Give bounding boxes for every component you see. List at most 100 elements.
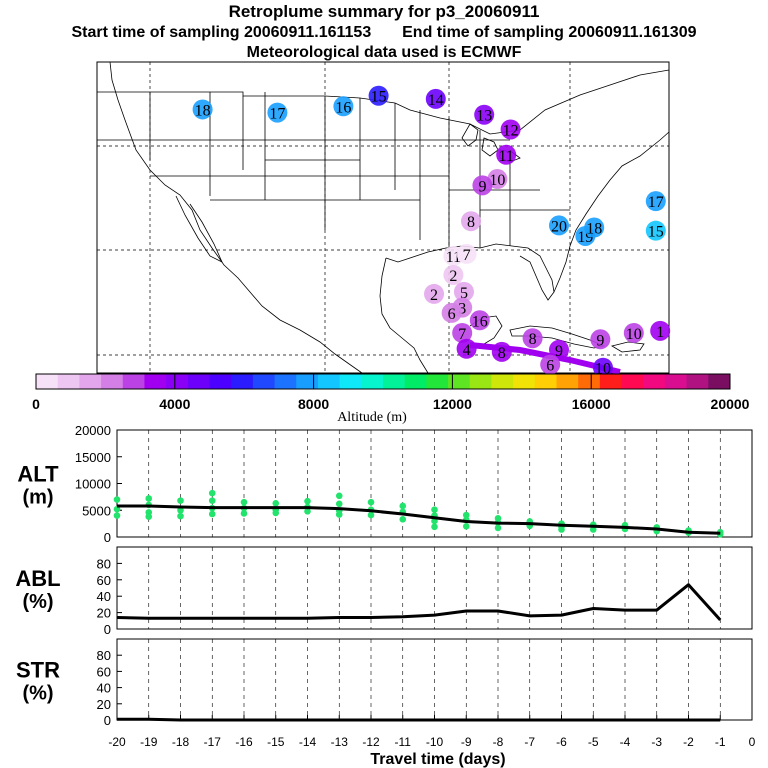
colorbar-cell — [36, 374, 59, 389]
x-tick-label: -3 — [651, 735, 662, 749]
plume-label-number: 11 — [498, 148, 513, 165]
altitude-point — [208, 497, 216, 504]
plume-label: 13 — [474, 104, 495, 125]
plume-label: 2 — [443, 264, 464, 285]
plume-label-number: 3 — [458, 301, 466, 318]
plume-label: 10 — [487, 169, 508, 190]
x-tick-label: -7 — [524, 735, 535, 749]
plume-label-number: 7 — [458, 326, 466, 343]
plume-label-number: 9 — [596, 332, 604, 349]
x-tick-label: -11 — [395, 735, 412, 749]
plume-label-number: 16 — [335, 99, 351, 116]
altitude-point — [177, 506, 184, 514]
altitude-point — [462, 511, 470, 519]
plume-label: 17 — [267, 102, 288, 123]
plume-label: 1 — [650, 320, 671, 341]
colorbar-cell — [231, 374, 254, 389]
met-data-label: Meteorological data used is ECMWF — [246, 44, 522, 61]
altitude-point — [431, 523, 438, 531]
chart-title: Retroplume summary for p3_20060911 — [228, 2, 540, 21]
colorbar-cell — [166, 374, 189, 389]
colorbar-ticks: 0 4000 8000 12000 16000 20000 — [32, 374, 750, 412]
plume-marker — [469, 310, 490, 331]
plume-label-number: 2 — [430, 287, 438, 304]
plume-label: 9 — [549, 339, 569, 360]
plume-label: 18 — [192, 99, 213, 120]
plume-marker — [461, 211, 481, 232]
y-tick-label: 0 — [104, 622, 111, 637]
altitude-point — [145, 513, 153, 520]
plume-label: 9 — [472, 175, 493, 196]
plume-marker — [522, 328, 543, 349]
plume-label-number: 13 — [476, 108, 492, 125]
y-tick-label: 20000 — [75, 423, 111, 438]
x-tick-label: 0 — [749, 735, 756, 749]
colorbar-tick-label: 0 — [32, 396, 40, 412]
altitude-point — [208, 510, 216, 518]
plume-label: 8 — [461, 211, 481, 232]
plume-label-number: 1 — [656, 324, 664, 341]
plume-label: 7 — [452, 322, 473, 343]
y-tick-label: 20 — [97, 606, 111, 621]
series-line — [117, 717, 721, 722]
plume-label: 5 — [453, 281, 474, 302]
plume-label-number: 5 — [460, 285, 468, 302]
panel-ylabel-units: (m) — [22, 487, 53, 509]
plume-label: 6 — [540, 354, 561, 375]
plume-marker — [623, 322, 644, 343]
x-tick-label: -1 — [715, 735, 726, 749]
plume-marker — [267, 102, 288, 123]
plume-marker — [491, 341, 512, 362]
plume-label-number: 15 — [648, 224, 664, 241]
plume-label: 6 — [441, 302, 462, 323]
x-axis-label: Travel time (days) — [370, 751, 505, 768]
plume-label: 17 — [645, 191, 666, 212]
plume-label: 4 — [456, 338, 477, 359]
colorbar-cell — [513, 374, 536, 389]
plume-label: 20 — [549, 215, 569, 236]
altitude-point — [304, 508, 311, 515]
plume-marker — [474, 104, 495, 125]
altitude-colorbar: 0 4000 8000 12000 16000 20000 Altitude (m) — [32, 373, 750, 425]
plume-marker — [441, 302, 462, 323]
altitude-point — [589, 526, 597, 533]
colorbar-cell — [252, 374, 276, 389]
altitude-point — [177, 497, 184, 504]
colorbar-tick-label: 12000 — [433, 396, 472, 412]
colorbar-cell — [274, 374, 297, 389]
start-time-label: Start time of sampling 20060911.161153 — [71, 24, 372, 41]
x-tick-label: -9 — [461, 735, 472, 749]
plume-marker — [333, 96, 354, 117]
plume-label-number: 17 — [269, 106, 285, 123]
colorbar-cell — [556, 374, 579, 389]
x-tick-label: -13 — [331, 735, 349, 749]
plume-label: 8 — [522, 328, 543, 349]
plume-marker — [593, 357, 613, 378]
plume-label: 15 — [645, 220, 666, 241]
colorbar-cell — [339, 374, 362, 389]
y-tick-label: 5000 — [82, 503, 111, 518]
plume-marker — [453, 281, 474, 302]
x-tick-label: -19 — [140, 735, 158, 749]
plume-label-number: 12 — [503, 122, 519, 139]
x-tick-label: -18 — [172, 735, 190, 749]
y-tick-label: 20 — [97, 697, 111, 712]
plume-label: 10 — [593, 357, 613, 378]
panel-alt: 0 5000 10000 15000 20000 ALT(m) — [17, 423, 753, 545]
plume-label: 16 — [469, 310, 490, 331]
altitude-point — [335, 511, 343, 518]
colorbar-cell — [101, 374, 124, 389]
colorbar-cell — [122, 374, 145, 389]
plume-marker — [456, 243, 477, 264]
altitude-point — [240, 498, 248, 506]
plume-label-number: 14 — [428, 92, 444, 109]
plume-marker — [496, 144, 517, 165]
panel-ylabel: ABL — [15, 566, 60, 591]
plume-label: 14 — [425, 88, 446, 109]
altitude-point — [494, 524, 502, 532]
altitude-point — [462, 523, 470, 530]
colorbar-cell — [599, 374, 623, 389]
